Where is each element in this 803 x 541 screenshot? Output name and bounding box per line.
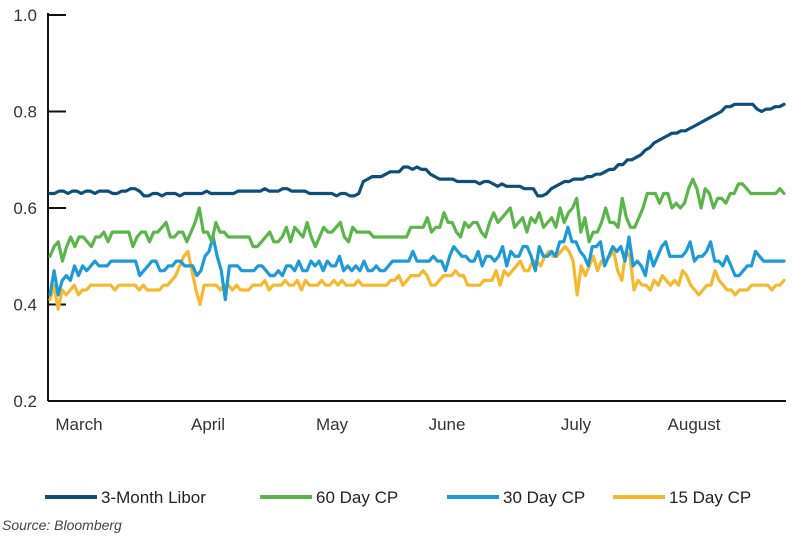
x-tick-label: April <box>191 415 225 434</box>
series-group <box>48 102 786 311</box>
legend-label: 60 Day CP <box>316 488 398 507</box>
legend-label: 3-Month Libor <box>101 488 206 507</box>
series-line-1 <box>48 177 786 263</box>
series-line-0 <box>48 102 786 198</box>
y-tick-label: 0.2 <box>13 392 37 411</box>
series-line-2 <box>48 225 786 302</box>
legend-label: 30 Day CP <box>503 488 585 507</box>
y-tick-group: 0.2 0.4 0.6 0.8 1.0 <box>13 6 66 411</box>
y-tick-label: 0.4 <box>13 296 37 315</box>
y-tick-label: 1.0 <box>13 6 37 25</box>
x-tick-group: March April May June July August <box>55 415 720 434</box>
source-note: Source: Bloomberg <box>2 517 122 533</box>
x-tick-label: July <box>561 415 592 434</box>
y-tick-label: 0.6 <box>13 199 37 218</box>
legend: 3-Month Libor 60 Day CP 30 Day CP 15 Day CP <box>45 488 751 507</box>
x-tick-label: March <box>55 415 102 434</box>
x-tick-label: August <box>668 415 721 434</box>
legend-label: 15 Day CP <box>669 488 751 507</box>
series-line-3 <box>48 245 786 311</box>
x-tick-label: June <box>429 415 466 434</box>
y-tick-label: 0.8 <box>13 103 37 122</box>
x-tick-label: May <box>316 415 349 434</box>
